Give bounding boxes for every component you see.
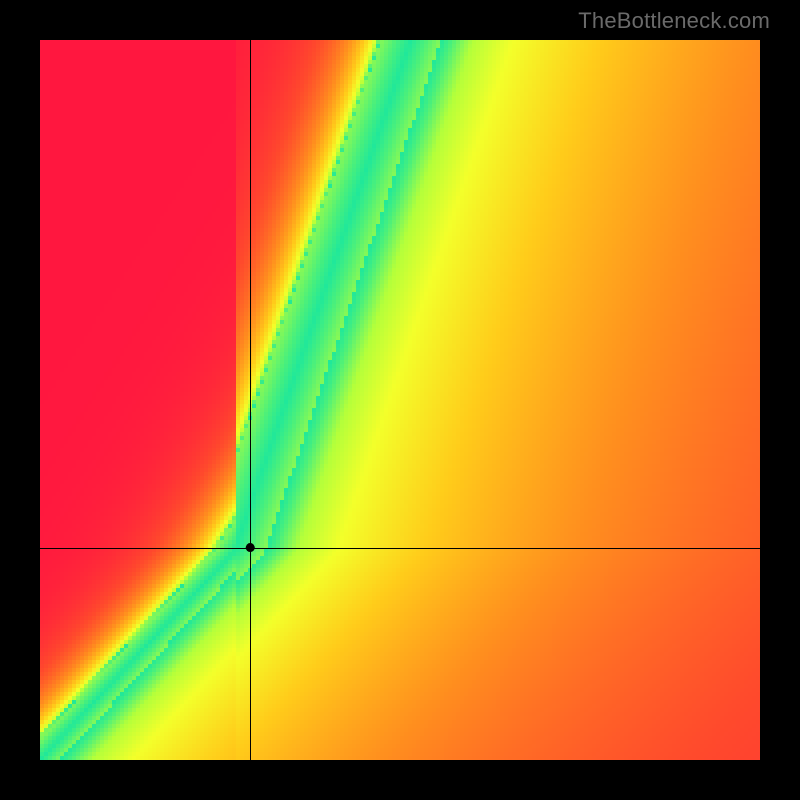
bottleneck-heatmap [0,0,800,800]
chart-container: TheBottleneck.com [0,0,800,800]
page-watermark: TheBottleneck.com [578,8,770,34]
